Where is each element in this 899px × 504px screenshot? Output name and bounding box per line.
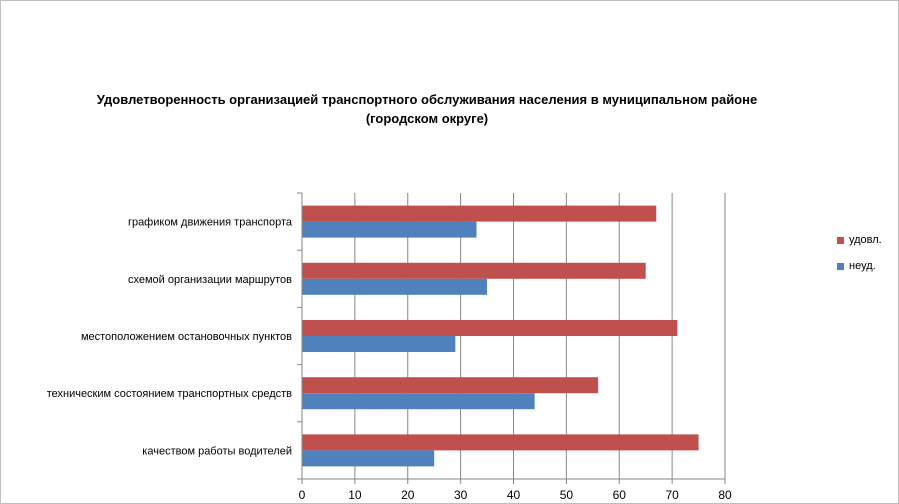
bar-unsatisfied-0	[302, 221, 477, 238]
bar-satisfied-2	[302, 320, 678, 336]
legend: удовл. неуд.	[837, 233, 882, 285]
chart-title: Удовлетворенность организацией транспорт…	[1, 90, 853, 128]
x-tick-label-5: 50	[560, 488, 574, 502]
bar-satisfied-1	[302, 262, 646, 279]
chart-title-line-1: Удовлетворенность организацией транспорт…	[96, 92, 758, 107]
bar-satisfied-4	[302, 434, 699, 451]
category-label-3: техническим состоянием транспортных сред…	[47, 388, 292, 400]
bar-unsatisfied-4	[302, 450, 435, 467]
legend-swatch-satisfied	[837, 236, 844, 244]
bar-unsatisfied-2	[302, 336, 456, 352]
legend-item-satisfied: удовл.	[837, 233, 882, 247]
chart-title-line-2: (городском округе)	[365, 111, 489, 126]
legend-label-unsatisfied: неуд.	[849, 260, 876, 272]
x-tick-label-1: 10	[348, 488, 362, 502]
x-tick-label-6: 60	[613, 488, 627, 502]
bar-satisfied-3	[302, 377, 599, 394]
bar-unsatisfied-1	[302, 278, 488, 295]
bar-satisfied-0	[302, 205, 657, 222]
legend-item-unsatisfied: неуд.	[837, 259, 882, 273]
x-tick-label-4: 40	[507, 488, 521, 502]
legend-swatch-unsatisfied	[837, 262, 844, 270]
x-tick-label-8: 80	[718, 488, 732, 502]
x-tick-label-3: 30	[454, 488, 468, 502]
legend-label-satisfied: удовл.	[849, 234, 882, 246]
category-label-4: качеством работы водителей	[142, 445, 292, 457]
x-tick-label-2: 20	[401, 488, 415, 502]
bar-unsatisfied-3	[302, 393, 535, 410]
x-tick-label-7: 70	[665, 488, 679, 502]
category-label-1: схемой организации маршрутов	[128, 274, 292, 286]
category-label-2: местоположением остановочных пунктов	[81, 331, 292, 343]
x-tick-label-0: 0	[299, 488, 306, 502]
category-label-0: графиком движения транспорта	[128, 217, 293, 229]
